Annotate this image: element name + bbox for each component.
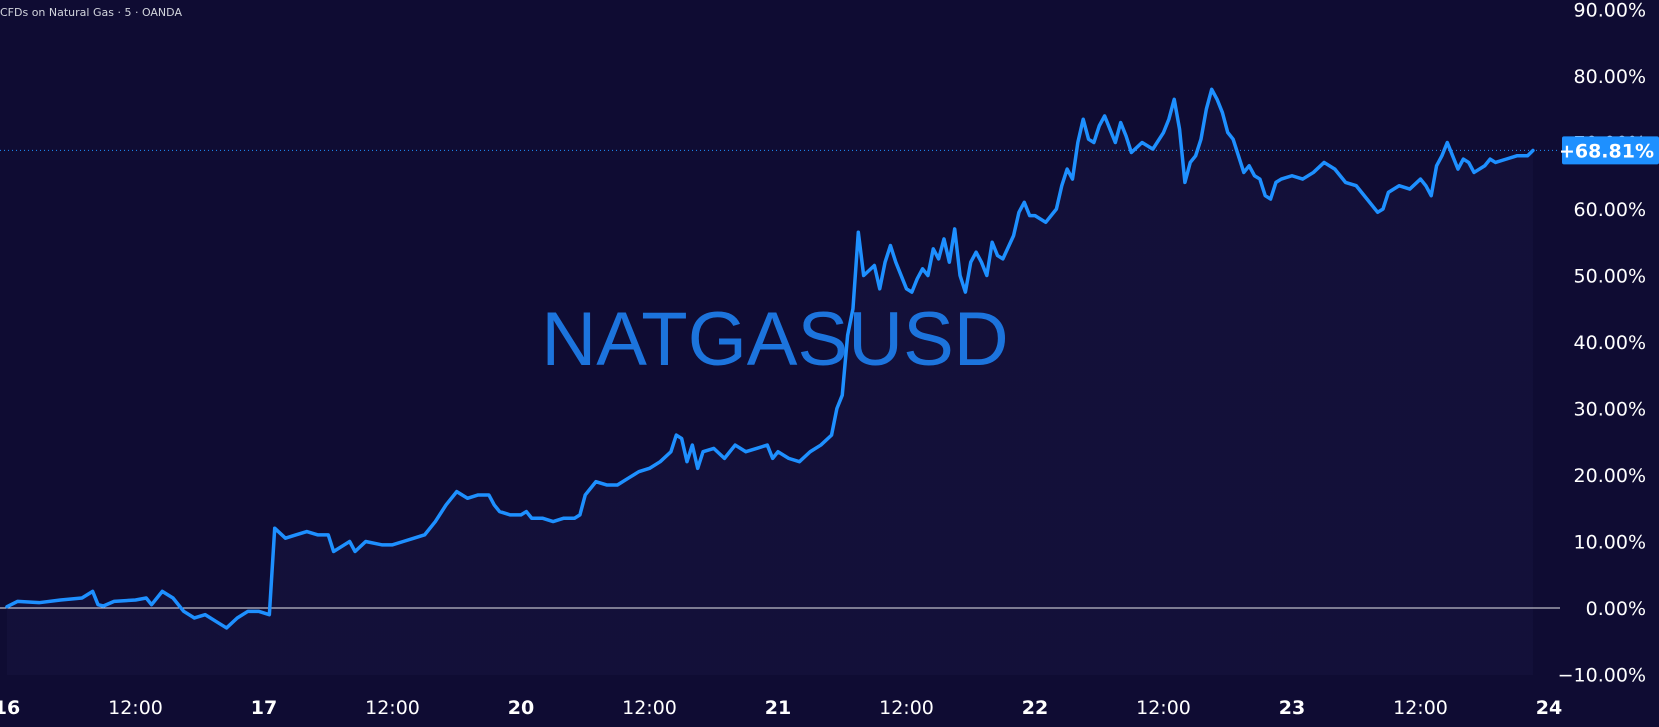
- y-tick-label: 10.00%: [1574, 532, 1646, 554]
- x-tick-label: 12:00: [108, 697, 163, 719]
- y-tick-label: 20.00%: [1574, 465, 1646, 487]
- y-tick-label: 30.00%: [1574, 399, 1646, 421]
- last-value-tag: [1562, 136, 1659, 165]
- y-tick-label: 60.00%: [1574, 199, 1646, 221]
- area-fill-layer: [7, 89, 1533, 676]
- x-tick-label: 20: [508, 697, 534, 719]
- y-tick-label: 80.00%: [1574, 66, 1646, 88]
- x-tick-label: 17: [251, 697, 277, 719]
- x-tick-label: 12:00: [879, 697, 934, 719]
- last-value-label: +68.81%: [1559, 140, 1654, 162]
- x-tick-label: 16: [0, 697, 20, 719]
- x-tick-label: 24: [1536, 697, 1562, 719]
- x-tick-label: 12:00: [622, 697, 677, 719]
- x-tick-label: 21: [765, 697, 791, 719]
- y-tick-label: 90.00%: [1574, 0, 1646, 22]
- x-tick-label: 12:00: [1393, 697, 1448, 719]
- y-tick-label: 40.00%: [1574, 332, 1646, 354]
- symbol-info: CFDs on Natural Gas · 5 · OANDA: [0, 6, 182, 19]
- y-tick-label: 0.00%: [1586, 598, 1646, 620]
- x-tick-label: 23: [1279, 697, 1305, 719]
- x-tick-label: 12:00: [365, 697, 420, 719]
- series-line: [5, 87, 1535, 630]
- x-tick-label: 22: [1022, 697, 1048, 719]
- series-layer: [5, 87, 1535, 630]
- last-value-tag-layer: +68.81%: [1559, 136, 1659, 165]
- reference-lines: [0, 149, 1560, 609]
- y-axis: −10.00% 0.00% 10.00% 20.00% 30.00% 40.00% 50.0…: [1558, 0, 1646, 687]
- watermark-symbol: NATGASUSD: [541, 297, 1008, 382]
- x-axis: 16 12:00 17 12:00 20 12:00 21 12:00 22 12:00 23 12:…: [0, 697, 1562, 719]
- y-tick-label: 50.00%: [1574, 266, 1646, 288]
- y-tick-label: −10.00%: [1558, 665, 1646, 687]
- area-fill: [7, 89, 1533, 676]
- watermark-layer: NATGASUSD: [541, 297, 1008, 382]
- x-tick-label: 12:00: [1136, 697, 1191, 719]
